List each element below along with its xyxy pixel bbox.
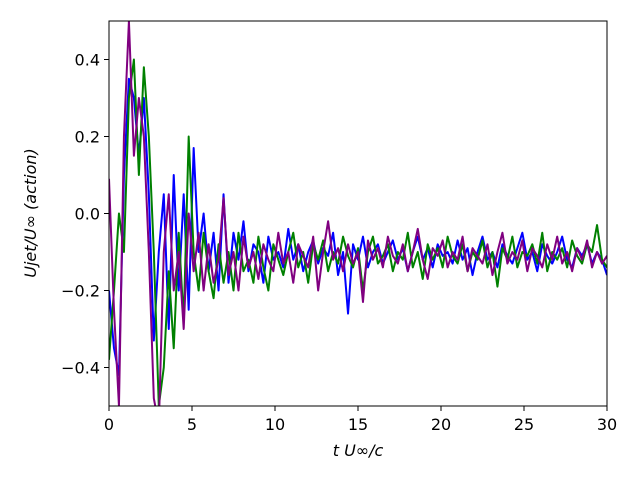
plot-lines <box>109 21 607 406</box>
x-tick-label: 15 <box>348 415 368 434</box>
y-tick-label: −0.4 <box>61 359 100 378</box>
x-tick-label: 25 <box>514 415 534 434</box>
series-line <box>109 77 607 377</box>
series-line <box>109 21 607 406</box>
y-tick-label: 0.2 <box>75 128 100 147</box>
y-tick-label: 0.0 <box>75 205 100 224</box>
x-tick-label: 10 <box>265 415 285 434</box>
x-tick-label: 20 <box>431 415 451 434</box>
y-axis-label: Ujet/U∞ (action) <box>21 148 40 278</box>
x-axis-label: t U∞/c <box>333 441 384 460</box>
y-tick-label: −0.2 <box>61 282 100 301</box>
y-tick-label: 0.4 <box>75 51 100 70</box>
series-line <box>109 58 607 406</box>
x-tick-label: 30 <box>597 415 617 434</box>
x-tick-label: 0 <box>104 415 114 434</box>
x-tick-label: 5 <box>187 415 197 434</box>
